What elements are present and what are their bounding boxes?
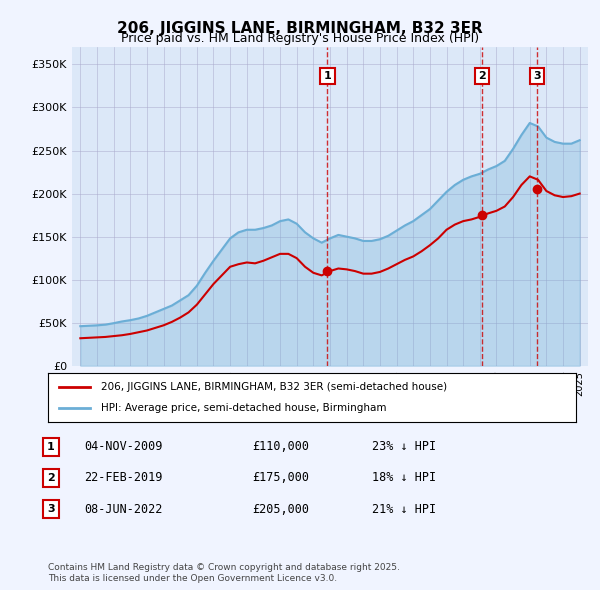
Text: HPI: Average price, semi-detached house, Birmingham: HPI: Average price, semi-detached house,…: [101, 404, 386, 414]
Text: 21% ↓ HPI: 21% ↓ HPI: [372, 503, 436, 516]
Text: 2: 2: [478, 71, 486, 81]
Text: 3: 3: [533, 71, 541, 81]
Text: 1: 1: [47, 442, 55, 451]
Text: £175,000: £175,000: [252, 471, 309, 484]
Text: 22-FEB-2019: 22-FEB-2019: [84, 471, 163, 484]
Text: 2: 2: [47, 473, 55, 483]
Text: 18% ↓ HPI: 18% ↓ HPI: [372, 471, 436, 484]
Text: 04-NOV-2009: 04-NOV-2009: [84, 440, 163, 453]
Text: 1: 1: [323, 71, 331, 81]
Text: 206, JIGGINS LANE, BIRMINGHAM, B32 3ER (semi-detached house): 206, JIGGINS LANE, BIRMINGHAM, B32 3ER (…: [101, 382, 447, 392]
Text: Price paid vs. HM Land Registry's House Price Index (HPI): Price paid vs. HM Land Registry's House …: [121, 32, 479, 45]
Text: 08-JUN-2022: 08-JUN-2022: [84, 503, 163, 516]
Text: 23% ↓ HPI: 23% ↓ HPI: [372, 440, 436, 453]
Text: 206, JIGGINS LANE, BIRMINGHAM, B32 3ER: 206, JIGGINS LANE, BIRMINGHAM, B32 3ER: [117, 21, 483, 35]
Text: Contains HM Land Registry data © Crown copyright and database right 2025.
This d: Contains HM Land Registry data © Crown c…: [48, 563, 400, 583]
Text: 3: 3: [47, 504, 55, 514]
Text: £205,000: £205,000: [252, 503, 309, 516]
Text: £110,000: £110,000: [252, 440, 309, 453]
